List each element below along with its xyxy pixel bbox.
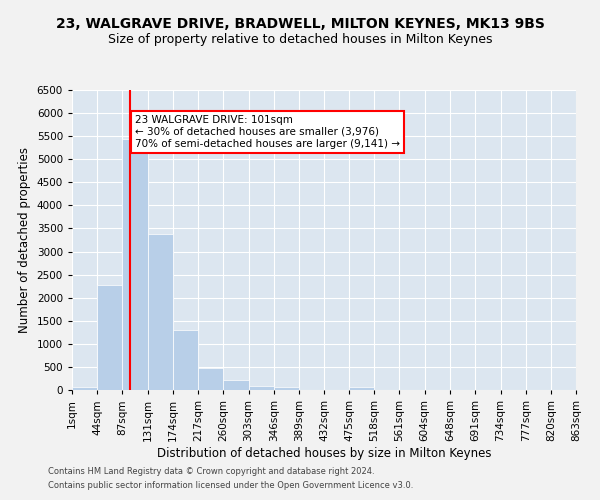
Bar [198, 368, 223, 390]
Bar [173, 330, 198, 390]
Text: Contains public sector information licensed under the Open Government Licence v3: Contains public sector information licen… [48, 481, 413, 490]
Y-axis label: Number of detached properties: Number of detached properties [18, 147, 31, 333]
Bar [349, 388, 374, 390]
Bar [274, 388, 299, 390]
Bar [97, 285, 122, 390]
Text: 23, WALGRAVE DRIVE, BRADWELL, MILTON KEYNES, MK13 9BS: 23, WALGRAVE DRIVE, BRADWELL, MILTON KEY… [56, 18, 544, 32]
X-axis label: Distribution of detached houses by size in Milton Keynes: Distribution of detached houses by size … [157, 446, 491, 460]
Bar [122, 140, 148, 390]
Bar [148, 234, 173, 390]
Bar [72, 386, 97, 390]
Text: Size of property relative to detached houses in Milton Keynes: Size of property relative to detached ho… [108, 32, 492, 46]
Bar [248, 386, 274, 390]
Text: Contains HM Land Registry data © Crown copyright and database right 2024.: Contains HM Land Registry data © Crown c… [48, 467, 374, 476]
Text: 23 WALGRAVE DRIVE: 101sqm
← 30% of detached houses are smaller (3,976)
70% of se: 23 WALGRAVE DRIVE: 101sqm ← 30% of detac… [135, 116, 400, 148]
Bar [223, 380, 248, 390]
